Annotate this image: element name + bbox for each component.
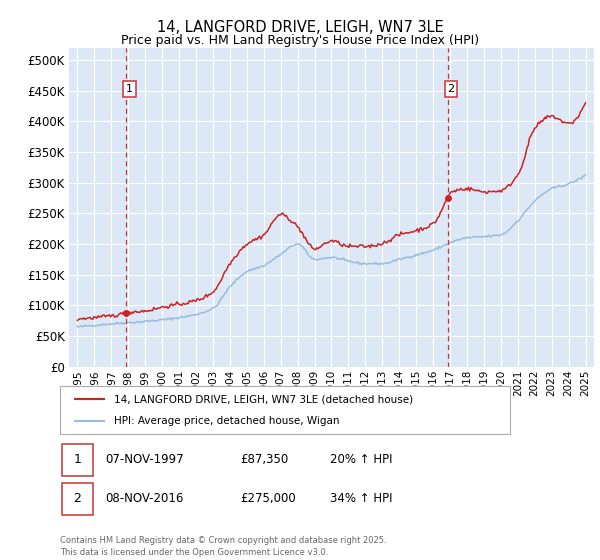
Text: 1: 1 — [74, 453, 82, 466]
Text: 07-NOV-1997: 07-NOV-1997 — [105, 453, 184, 466]
Text: Price paid vs. HM Land Registry's House Price Index (HPI): Price paid vs. HM Land Registry's House … — [121, 34, 479, 46]
Text: £87,350: £87,350 — [240, 453, 288, 466]
Text: 14, LANGFORD DRIVE, LEIGH, WN7 3LE: 14, LANGFORD DRIVE, LEIGH, WN7 3LE — [157, 20, 443, 35]
Text: £275,000: £275,000 — [240, 492, 296, 506]
FancyBboxPatch shape — [62, 444, 93, 476]
Text: 2: 2 — [448, 84, 455, 94]
Text: 14, LANGFORD DRIVE, LEIGH, WN7 3LE (detached house): 14, LANGFORD DRIVE, LEIGH, WN7 3LE (deta… — [114, 394, 413, 404]
Text: Contains HM Land Registry data © Crown copyright and database right 2025.
This d: Contains HM Land Registry data © Crown c… — [60, 536, 386, 557]
Text: HPI: Average price, detached house, Wigan: HPI: Average price, detached house, Wiga… — [114, 416, 340, 426]
FancyBboxPatch shape — [62, 483, 93, 515]
Text: 08-NOV-2016: 08-NOV-2016 — [105, 492, 184, 506]
Text: 1: 1 — [126, 84, 133, 94]
Text: 2: 2 — [74, 492, 82, 506]
Text: 34% ↑ HPI: 34% ↑ HPI — [330, 492, 392, 506]
Text: 20% ↑ HPI: 20% ↑ HPI — [330, 453, 392, 466]
FancyBboxPatch shape — [60, 386, 510, 434]
